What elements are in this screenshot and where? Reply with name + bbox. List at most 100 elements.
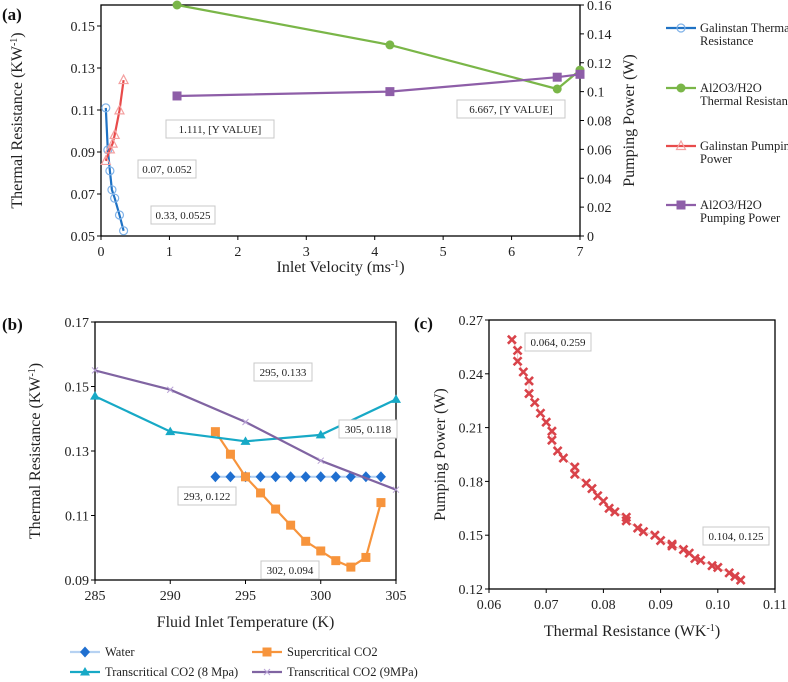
- data-point: [104, 143, 116, 154]
- data-point: [558, 453, 569, 464]
- y2-axis-title: Pumping Power (W): [621, 54, 638, 186]
- series-transcritical-co2-9mpa-: [91, 367, 400, 494]
- data-point: [315, 471, 326, 483]
- panel-label: (b): [2, 315, 23, 334]
- data-point: [301, 536, 311, 546]
- data-point: [385, 87, 395, 97]
- data-point: [524, 388, 534, 399]
- y2-tick-label: 0.1: [587, 86, 605, 101]
- x-tick-label: 300: [310, 589, 331, 604]
- y2-tick-label: 0.04: [587, 172, 612, 187]
- data-point: [331, 556, 341, 566]
- x-tick-label: 290: [160, 589, 181, 604]
- chart-panel-c: (c) 0.06 0.07 0.08 0.09 0.10 0.11 0.12 0.15 0.18 0…: [414, 314, 787, 613]
- data-point: [109, 128, 121, 140]
- y-tick-label: 0.11: [71, 104, 95, 119]
- data-point: [535, 408, 546, 419]
- data-point: [541, 417, 552, 428]
- series-line: [104, 107, 125, 232]
- data-point: [604, 503, 615, 514]
- data-point: [256, 488, 266, 498]
- y-tick-label: 0.12: [459, 583, 484, 598]
- data-point: [724, 567, 735, 578]
- x-tick-label: 0.08: [591, 598, 616, 613]
- data-point: [317, 457, 325, 465]
- data-label-box: [253, 362, 313, 382]
- data-label-box: [338, 419, 398, 439]
- series-0: [506, 334, 746, 585]
- data-label-text: 6.667, [Y VALUE]: [469, 104, 553, 116]
- data-label-text: 293, 0.122: [184, 491, 231, 503]
- data-point: [316, 546, 326, 556]
- data-point: [114, 210, 125, 220]
- data-point: [512, 356, 523, 367]
- legend-item: Water: [70, 645, 135, 659]
- y-tick-label: 0.11: [65, 510, 89, 525]
- data-point: [118, 73, 130, 85]
- legend-label: Supercritical CO2: [287, 645, 378, 659]
- y-tick-label: 0.21: [459, 422, 484, 437]
- series-line: [214, 430, 382, 569]
- data-point: [225, 471, 236, 483]
- data-point: [113, 104, 125, 115]
- data-point: [105, 166, 115, 176]
- data-point: [529, 397, 540, 408]
- y-tick-label: 0.27: [459, 314, 484, 329]
- legend-marker: [263, 668, 271, 676]
- data-point: [512, 345, 523, 356]
- data-label: 293, 0.122: [177, 486, 237, 506]
- data-label-text: 1.111, [Y VALUE]: [179, 124, 262, 136]
- x-tick-label: 295: [235, 589, 256, 604]
- data-point: [315, 429, 326, 439]
- data-point: [506, 334, 517, 345]
- data-point: [110, 193, 120, 203]
- y2-tick-label: 0.02: [587, 201, 612, 216]
- data-label: 0.07, 0.052: [137, 159, 197, 179]
- data-point: [225, 449, 235, 459]
- data-point: [100, 154, 112, 166]
- data-point: [655, 535, 666, 546]
- data-point: [210, 427, 220, 437]
- data-label-text: 302, 0.094: [267, 565, 314, 577]
- data-point: [569, 469, 580, 480]
- data-point: [621, 515, 632, 526]
- data-label: 6.667, [Y VALUE]: [456, 99, 566, 119]
- data-label: 305, 0.118: [338, 419, 398, 439]
- data-label-box: [524, 332, 592, 352]
- legend-marker: [676, 23, 686, 33]
- data-point: [300, 471, 311, 483]
- data-point: [346, 562, 356, 572]
- y-tick-label: 0.13: [71, 62, 96, 77]
- data-label-text: 0.104, 0.125: [709, 531, 765, 543]
- data-point: [524, 376, 534, 386]
- data-point: [375, 471, 386, 483]
- data-point: [695, 555, 706, 566]
- data-point: [518, 367, 529, 377]
- x-tick-label: 0.09: [648, 598, 673, 613]
- data-point: [172, 91, 182, 101]
- x-tick-label: 1: [166, 245, 173, 260]
- data-label-text: 0.07, 0.052: [142, 164, 192, 176]
- data-point: [210, 471, 221, 483]
- data-label-text: 0.33, 0.0525: [156, 210, 212, 222]
- panel-label: (c): [414, 314, 433, 333]
- data-point: [240, 436, 251, 445]
- data-point: [735, 575, 746, 585]
- legend-label: Al2O3/H2O Pumping Power: [700, 198, 781, 225]
- data-point: [285, 471, 296, 483]
- data-point: [552, 84, 562, 94]
- y-tick-label: 0.15: [65, 381, 90, 396]
- series-line: [176, 73, 581, 98]
- legend-item: Transcritical CO2 (8 Mpa): [70, 665, 238, 679]
- legend-item: Galinstan Thermal Resistance: [666, 21, 788, 48]
- data-point: [730, 571, 740, 582]
- x-tick-label: 285: [85, 589, 106, 604]
- legend-marker: [80, 667, 90, 676]
- x-axis-title: Inlet Velocity (ms-1): [276, 259, 404, 277]
- legend-marker: [675, 139, 687, 151]
- data-label-box: [165, 119, 275, 139]
- x-tick-label: 0.07: [534, 598, 559, 613]
- data-point: [172, 0, 182, 10]
